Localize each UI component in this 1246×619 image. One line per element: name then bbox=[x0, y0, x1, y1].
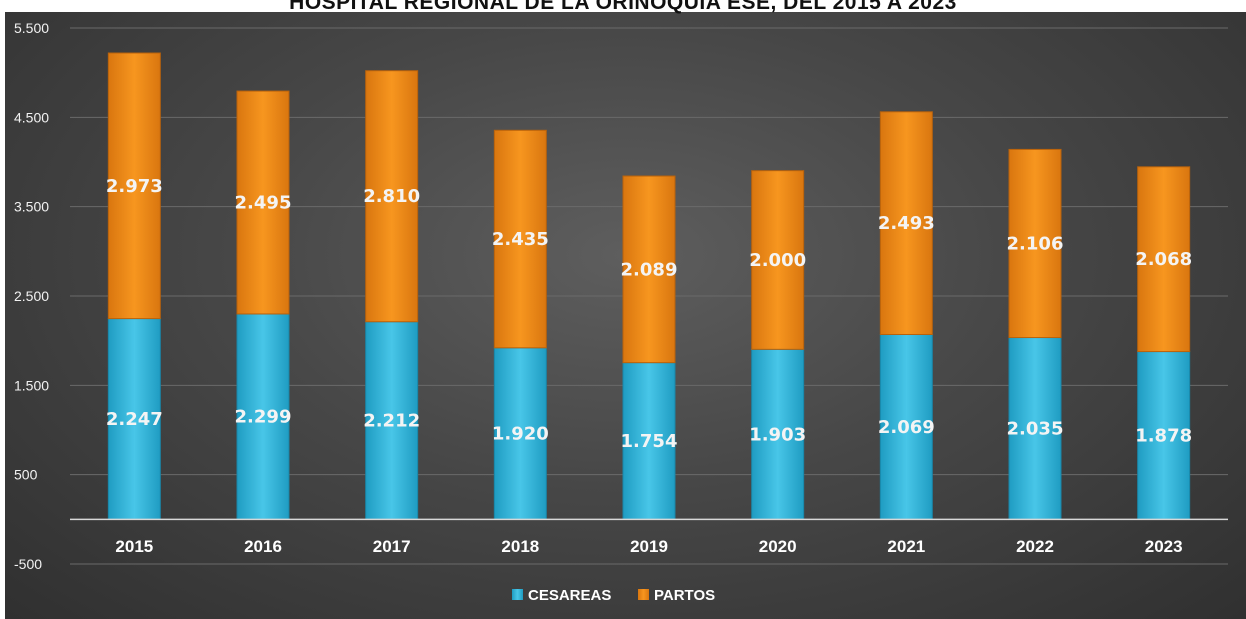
x-tick-label: 2020 bbox=[759, 537, 797, 556]
data-label-cesareas: 1.754 bbox=[621, 431, 678, 452]
bar-partos bbox=[622, 175, 676, 364]
legend: CESAREAS PARTOS bbox=[512, 587, 715, 604]
data-label-cesareas: 1.903 bbox=[749, 424, 806, 445]
data-label-cesareas: 2.069 bbox=[878, 417, 935, 438]
x-tick-label: 2021 bbox=[887, 537, 925, 556]
x-tick-label: 2015 bbox=[115, 537, 153, 556]
data-label-partos: 2.493 bbox=[878, 213, 935, 234]
y-tick-label: 4.500 bbox=[14, 109, 49, 125]
bar-partos bbox=[1008, 148, 1062, 339]
bar-partos bbox=[751, 170, 805, 350]
data-labels: 2.247 2.973 2.299 2.495 2.212 2.810 1.920 2.435… bbox=[106, 176, 1192, 452]
data-label-partos: 2.000 bbox=[749, 250, 806, 271]
bar-partos bbox=[879, 111, 933, 336]
x-tick-label: 2019 bbox=[630, 537, 668, 556]
y-tick-label: 1.500 bbox=[14, 377, 49, 393]
chart-title: HOSPITAL REGIONAL DE LA ORINOQUIA ESE, D… bbox=[289, 0, 957, 14]
data-label-partos: 2.435 bbox=[492, 229, 549, 250]
data-label-partos: 2.106 bbox=[1007, 233, 1064, 254]
legend-swatch-cesareas bbox=[512, 589, 523, 600]
y-tick-label: 5.500 bbox=[14, 20, 49, 36]
y-tick-label: -500 bbox=[14, 556, 42, 572]
y-tick-label: 3.500 bbox=[14, 199, 49, 215]
data-label-cesareas: 1.920 bbox=[492, 424, 549, 445]
bar-cesareas bbox=[622, 362, 676, 520]
x-tick-label: 2016 bbox=[244, 537, 282, 556]
data-label-cesareas: 2.299 bbox=[235, 407, 292, 428]
y-tick-label: 2.500 bbox=[14, 288, 49, 304]
legend-swatch-partos bbox=[638, 589, 649, 600]
data-label-partos: 2.089 bbox=[621, 259, 678, 280]
bar-partos bbox=[1137, 166, 1191, 353]
data-label-partos: 2.495 bbox=[235, 193, 292, 214]
x-tick-label: 2023 bbox=[1145, 537, 1183, 556]
legend-label-partos: PARTOS bbox=[654, 587, 715, 604]
bar-cesareas bbox=[365, 321, 419, 520]
data-label-cesareas: 1.878 bbox=[1135, 425, 1192, 446]
x-tick-label: 2017 bbox=[373, 537, 411, 556]
x-tick-label: 2022 bbox=[1016, 537, 1054, 556]
bar-partos bbox=[493, 129, 547, 349]
y-tick-label: 500 bbox=[14, 467, 38, 483]
data-label-partos: 2.973 bbox=[106, 176, 163, 197]
bar-partos bbox=[236, 90, 290, 315]
data-label-cesareas: 2.035 bbox=[1007, 418, 1064, 439]
data-label-cesareas: 2.247 bbox=[106, 409, 163, 430]
axes: -500 500 1.500 2.500 3.500 4.500 5.500 2015 2016… bbox=[14, 20, 1228, 572]
x-tick-label: 2018 bbox=[501, 537, 539, 556]
data-label-partos: 2.068 bbox=[1135, 249, 1192, 270]
data-label-partos: 2.810 bbox=[363, 186, 420, 207]
bar-cesareas bbox=[493, 347, 547, 520]
legend-label-cesareas: CESAREAS bbox=[528, 587, 611, 604]
data-label-cesareas: 2.212 bbox=[363, 411, 420, 432]
bar-cesareas bbox=[751, 348, 805, 520]
bar-partos bbox=[107, 52, 161, 320]
bar-cesareas bbox=[879, 334, 933, 520]
bar-partos bbox=[365, 70, 419, 323]
